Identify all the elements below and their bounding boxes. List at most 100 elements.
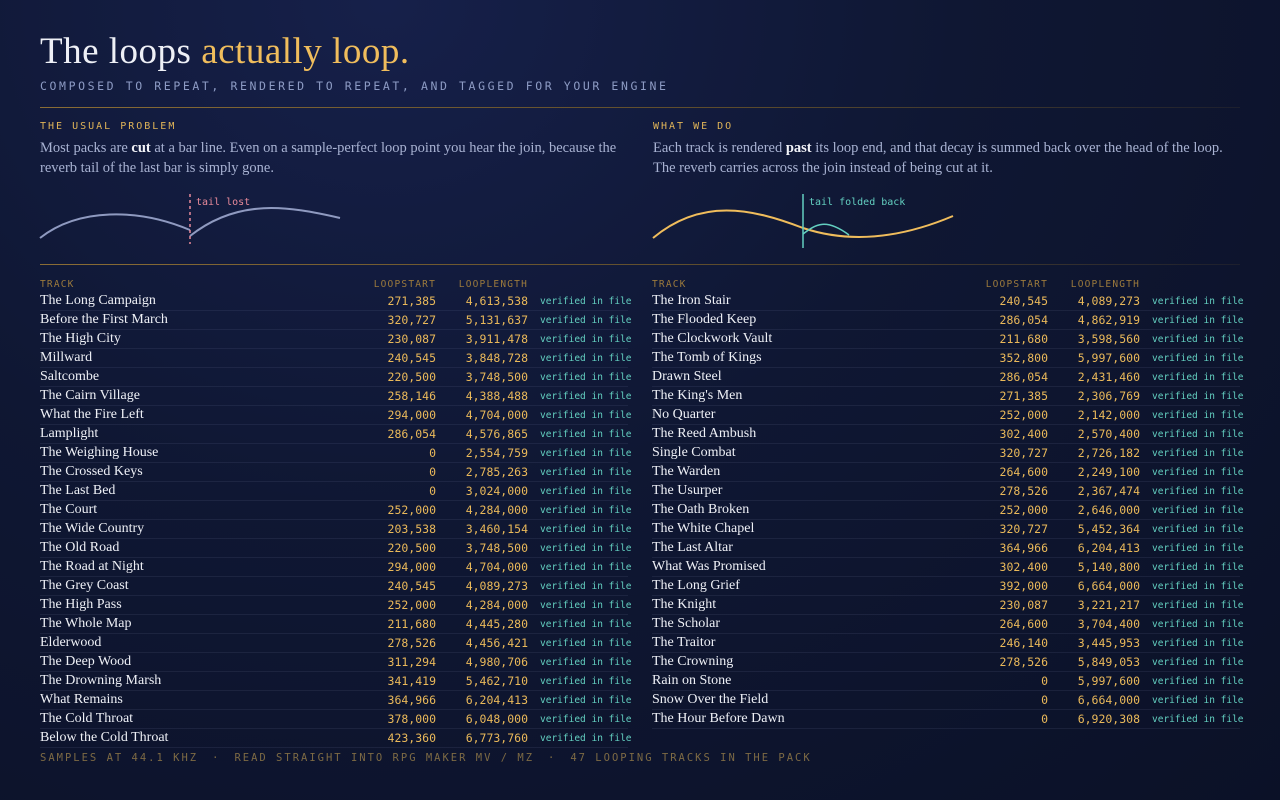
loop-length: 3,024,000 <box>465 484 528 498</box>
status: verified in file <box>540 599 632 611</box>
loop-start: 364,966 <box>387 693 436 707</box>
loop-start: 220,500 <box>387 541 436 555</box>
loop-start: 252,000 <box>999 408 1048 422</box>
status: verified in file <box>540 466 632 478</box>
track-row: Rain on Stone 0 5,997,600 verified in file <box>652 672 1244 691</box>
loop-start: 252,000 <box>387 503 436 517</box>
track-row: The Court 252,000 4,284,000 verified in fil… <box>40 501 632 520</box>
loop-start: 392,000 <box>999 579 1048 593</box>
track-name: The High Pass <box>40 597 122 612</box>
status: verified in file <box>540 561 632 573</box>
status: verified in file <box>1152 561 1244 573</box>
column-header: LOOPSTART <box>985 278 1048 290</box>
loop-length: 4,089,273 <box>465 579 528 593</box>
title-accent: actually loop. <box>201 31 410 72</box>
loop-length: 2,367,474 <box>1077 484 1140 498</box>
loop-length: 3,748,500 <box>465 370 528 384</box>
loop-length: 3,911,478 <box>465 332 528 346</box>
status: verified in file <box>1152 523 1244 535</box>
loop-start: 252,000 <box>387 598 436 612</box>
track-row: The Last Bed 0 3,024,000 verified in file <box>40 482 632 501</box>
track-row: The Whole Map 211,680 4,445,280 verified in… <box>40 615 632 634</box>
track-table: TRACK LOOPSTART LOOPLENGTH The Long Campaig… <box>40 276 632 748</box>
wave <box>189 207 341 237</box>
track-row: The King's Men 271,385 2,306,769 verified i… <box>652 387 1244 406</box>
loop-length: 4,284,000 <box>465 598 528 612</box>
loop-start: 286,054 <box>999 370 1048 384</box>
loop-length: 5,131,637 <box>465 313 528 327</box>
track-row: Single Combat 320,727 2,726,182 verified in… <box>652 444 1244 463</box>
loop-start: 302,400 <box>999 427 1048 441</box>
footer-item: SAMPLES AT 44.1 KHZ <box>40 752 199 764</box>
track-name: The Wide Country <box>40 521 145 536</box>
loop-start: 230,087 <box>387 332 436 346</box>
folded-tail <box>802 223 850 236</box>
status: verified in file <box>1152 637 1244 649</box>
loop-start: 258,146 <box>387 389 436 403</box>
loop-length: 6,204,413 <box>1077 541 1140 555</box>
track-name: The Usurper <box>652 483 723 498</box>
loop-length: 6,204,413 <box>465 693 528 707</box>
track-name: The Crossed Keys <box>40 464 143 479</box>
loop-start: 302,400 <box>999 560 1048 574</box>
text-bold: past <box>785 140 812 156</box>
track-name: The Long Campaign <box>40 293 156 308</box>
loop-start: 278,526 <box>999 484 1048 498</box>
panel-label: WHAT WE DO <box>653 121 734 132</box>
track-row: The Long Campaign 271,385 4,613,538 verifie… <box>40 292 632 311</box>
track-row: The Wide Country 203,538 3,460,154 verified… <box>40 520 632 539</box>
loop-start: 264,600 <box>999 617 1048 631</box>
loop-length: 6,773,760 <box>465 731 528 745</box>
loop-length: 4,284,000 <box>465 503 528 517</box>
loop-length: 2,570,400 <box>1077 427 1140 441</box>
status: verified in file <box>1152 466 1244 478</box>
track-row: The Road at Night 294,000 4,704,000 verifie… <box>40 558 632 577</box>
track-row: The Reed Ambush 302,400 2,570,400 verified … <box>652 425 1244 444</box>
loop-start: 203,538 <box>387 522 436 536</box>
loop-start: 286,054 <box>387 427 436 441</box>
loop-length: 2,249,100 <box>1077 465 1140 479</box>
text-bold: cut <box>131 140 151 156</box>
track-row: No Quarter 252,000 2,142,000 verified in fi… <box>652 406 1244 425</box>
track-name: The Warden <box>652 464 721 479</box>
status: verified in file <box>1152 390 1244 402</box>
problem-panel: THE USUAL PROBLEM Most packs are cut at … <box>40 121 630 178</box>
loop-length: 6,664,000 <box>1077 693 1140 707</box>
loop-start: 271,385 <box>999 389 1048 403</box>
loop-start: 320,727 <box>387 313 436 327</box>
status: verified in file <box>1152 504 1244 516</box>
track-name: The Old Road <box>40 540 120 555</box>
loop-start: 278,526 <box>999 655 1048 669</box>
track-row: The Hour Before Dawn 0 6,920,308 verified i… <box>652 710 1244 729</box>
track-name: What the Fire Left <box>40 407 144 422</box>
track-name: The Grey Coast <box>40 578 129 593</box>
track-name: What Remains <box>40 692 123 707</box>
loop-start: 311,294 <box>387 655 436 669</box>
track-name: Before the First March <box>40 312 168 327</box>
loop-start: 271,385 <box>387 294 436 308</box>
status: verified in file <box>540 390 632 402</box>
status: verified in file <box>540 694 632 706</box>
track-name: The Long Grief <box>652 578 740 593</box>
status: verified in file <box>1152 409 1244 421</box>
loop-length: 5,462,710 <box>465 674 528 688</box>
column-header: LOOPLENGTH <box>1070 278 1140 290</box>
loop-length: 2,431,460 <box>1077 370 1140 384</box>
track-name: The Cold Throat <box>40 711 134 726</box>
status: verified in file <box>1152 314 1244 326</box>
track-row: The Old Road 220,500 3,748,500 verified in … <box>40 539 632 558</box>
loop-length: 4,456,421 <box>465 636 528 650</box>
track-row: Millward 240,545 3,848,728 verified in file <box>40 349 632 368</box>
status: verified in file <box>1152 599 1244 611</box>
track-row: The Cairn Village 258,146 4,388,488 verifie… <box>40 387 632 406</box>
track-row: The Knight 230,087 3,221,217 verified in fi… <box>652 596 1244 615</box>
loop-start: 240,545 <box>999 294 1048 308</box>
track-name: The Flooded Keep <box>652 312 757 327</box>
column-header: TRACK <box>40 278 75 290</box>
track-row: Drawn Steel 286,054 2,431,460 verified in f… <box>652 368 1244 387</box>
loop-length: 6,664,000 <box>1077 579 1140 593</box>
status: verified in file <box>540 675 632 687</box>
track-name: Lamplight <box>40 426 99 441</box>
track-name: The Road at Night <box>40 559 144 574</box>
track-name: Saltcombe <box>40 369 100 384</box>
